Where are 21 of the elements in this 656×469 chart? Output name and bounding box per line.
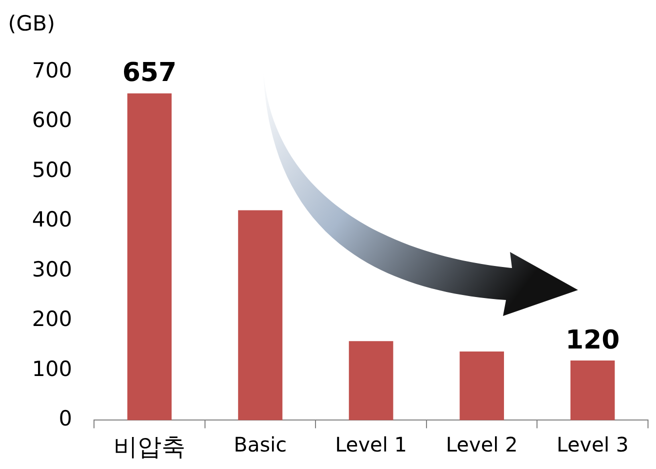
bar [570,360,615,420]
y-tick-label: 100 [32,356,72,381]
x-tick-label: Level 2 [446,432,518,456]
y-tick-label: 400 [32,208,72,232]
x-tick-label: Level 3 [556,432,629,456]
x-tick-label: 비압축 [113,432,186,461]
y-tick-label: 500 [32,158,72,182]
y-tick-label: 300 [32,257,72,282]
y-tick-label: 0 [58,406,72,431]
y-tick-label: 600 [32,108,72,132]
bar [127,93,172,420]
bar [348,341,394,420]
x-tick-label: Basic [234,432,287,456]
data-label: 657 [122,58,177,88]
data-label: 120 [565,325,620,356]
bar [238,210,282,420]
y-tick-label: 700 [32,58,72,82]
bar [460,352,504,420]
x-tick-label: Level 1 [335,432,407,456]
y-tick-label: 200 [32,307,72,332]
y-axis-title: (GB) [8,11,56,36]
